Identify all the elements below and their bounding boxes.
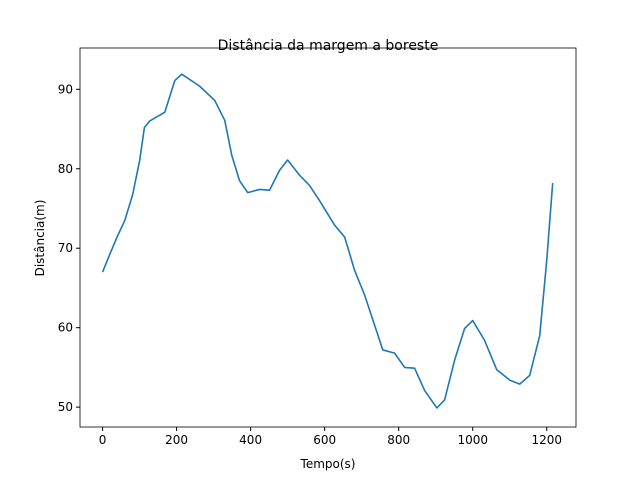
x-tick-label: 1000 [457,433,488,447]
x-tick-label: 600 [313,433,336,447]
y-tick-label: 70 [58,241,73,255]
y-tick-label: 60 [58,321,73,335]
x-tick-label: 1200 [531,433,562,447]
x-tick-label: 0 [99,433,107,447]
plot-frame [79,47,577,428]
x-axis-label: Tempo(s) [300,457,356,471]
data-line [101,73,554,409]
chart-title: Distância da margem a boreste [218,38,439,54]
x-tick-label: 800 [387,433,410,447]
x-tick-label: 200 [165,433,188,447]
y-axis-label: Distância(m) [33,200,47,277]
y-tick-label: 50 [58,400,73,414]
x-tick-label: 400 [239,433,262,447]
y-tick-label: 90 [58,82,73,96]
y-tick-label: 80 [58,162,73,176]
